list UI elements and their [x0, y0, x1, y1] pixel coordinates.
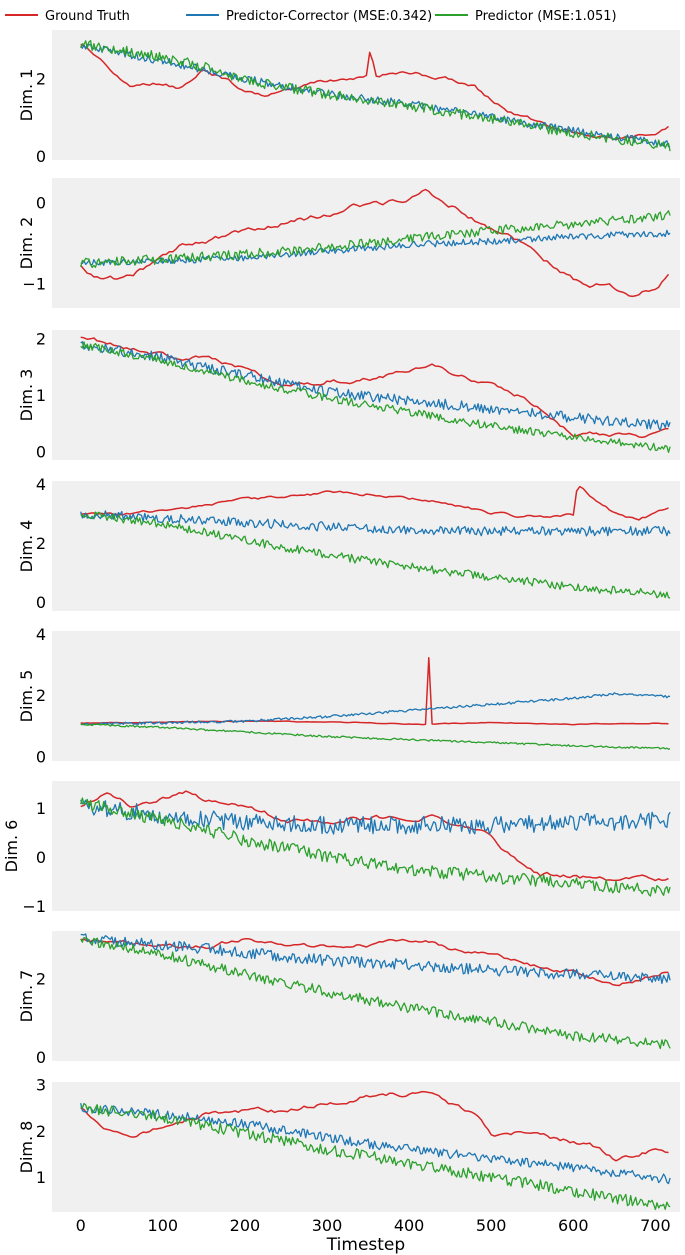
y-axis-label: Dim. 7 — [17, 970, 36, 1023]
series-line-predictor-corrector — [80, 692, 671, 726]
y-tick-label: 1 — [36, 799, 46, 818]
series-line-predictor-corrector — [80, 933, 671, 985]
panel-background — [52, 30, 680, 160]
series-line-predictor — [80, 341, 671, 453]
y-axis-label: Dim. 1 — [17, 69, 36, 122]
panel-dim-6: −1 0 1 Dim. 6 — [2, 781, 680, 916]
y-tick-label: 4 — [36, 625, 46, 644]
y-tick-label: 0 — [36, 193, 46, 212]
series-line-predictor — [80, 210, 671, 269]
series-line-predictor — [80, 511, 671, 599]
series-line-predictor-corrector — [80, 799, 671, 835]
series-line-predictor — [80, 797, 671, 897]
x-tick-label: 100 — [148, 1216, 179, 1235]
x-tick-label: 200 — [230, 1216, 261, 1235]
series-line-ground-truth — [80, 485, 669, 521]
y-tick-label: 2 — [36, 686, 46, 705]
panel-background — [52, 1082, 680, 1212]
series-line-predictor — [80, 723, 671, 750]
x-axis: 0 100 200 300 400 500 600 700 — [76, 1216, 671, 1235]
y-tick-label: 2 — [36, 329, 46, 348]
panel-dim-3: 0 1 2 Dim. 3 — [17, 329, 680, 462]
y-tick-label: 3 — [36, 1075, 46, 1094]
y-tick-label: 0 — [36, 147, 46, 166]
series-line-predictor — [80, 1102, 671, 1211]
y-tick-label: −1 — [22, 275, 46, 294]
panel-background — [52, 481, 680, 611]
y-tick-label: 0 — [36, 443, 46, 462]
y-axis-label: Dim. 2 — [17, 217, 36, 270]
legend-label-ground-truth: Ground Truth — [45, 9, 130, 24]
series-line-predictor-corrector — [80, 341, 671, 431]
y-axis-label: Dim. 3 — [17, 369, 36, 422]
y-tick-label: 0 — [36, 747, 46, 766]
series-line-predictor — [80, 936, 671, 1050]
panel-background — [52, 931, 680, 1061]
y-tick-label: 0 — [36, 593, 46, 612]
y-tick-label: 1 — [36, 386, 46, 405]
y-tick-label: 2 — [36, 969, 46, 988]
series-line-predictor-corrector — [80, 1103, 671, 1185]
y-tick-label: 1 — [36, 1168, 46, 1187]
x-tick-label: 300 — [312, 1216, 343, 1235]
y-axis-label: Dim. 4 — [17, 520, 36, 573]
y-axis-label: Dim. 6 — [2, 820, 21, 873]
legend: Ground Truth Predictor-Corrector (MSE:0.… — [5, 9, 617, 24]
series-line-predictor — [80, 39, 671, 152]
x-tick-label: 400 — [394, 1216, 425, 1235]
series-line-ground-truth — [80, 188, 670, 298]
y-tick-label: 2 — [36, 534, 46, 553]
x-tick-label: 700 — [640, 1216, 671, 1235]
panel-background — [52, 631, 680, 761]
x-tick-label: 0 — [76, 1216, 86, 1235]
y-tick-label: 0 — [36, 1048, 46, 1067]
x-axis-label: Timestep — [326, 1235, 405, 1255]
y-axis-label: Dim. 8 — [17, 1121, 36, 1174]
panel-background — [52, 781, 680, 911]
series-line-ground-truth — [80, 790, 669, 882]
panel-dim-5: 0 2 4 Dim. 5 — [17, 625, 680, 766]
series-line-ground-truth — [80, 336, 669, 439]
panel-dim-4: 0 2 4 Dim. 4 — [17, 475, 680, 612]
y-axis-label: Dim. 5 — [17, 670, 36, 723]
panel-dim-8: 1 2 3 Dim. 8 — [17, 1075, 680, 1212]
legend-label-predictor: Predictor (MSE:1.051) — [475, 9, 617, 24]
x-tick-label: 500 — [476, 1216, 507, 1235]
legend-label-predictor-corrector: Predictor-Corrector (MSE:0.342) — [226, 9, 432, 24]
y-tick-label: 4 — [36, 475, 46, 494]
y-tick-label: 2 — [36, 70, 46, 89]
y-tick-label: −1 — [22, 897, 46, 916]
y-tick-label: 0 — [36, 848, 46, 867]
x-tick-label: 600 — [558, 1216, 589, 1235]
series-line-predictor-corrector — [80, 510, 671, 537]
y-tick-label: 2 — [36, 1122, 46, 1141]
